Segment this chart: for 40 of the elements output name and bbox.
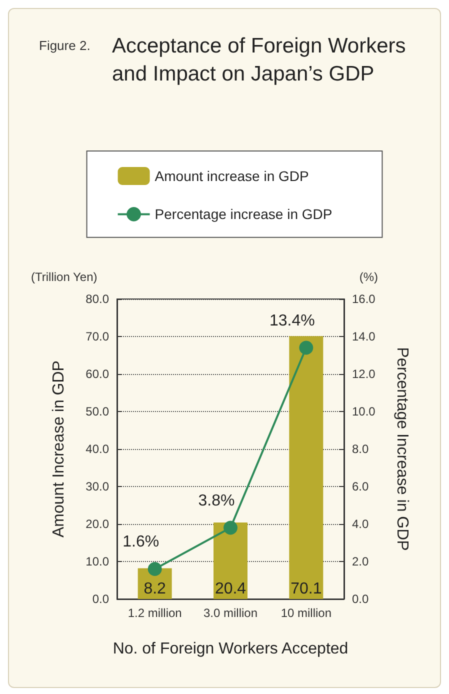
data-label: 20.4 (214, 580, 246, 598)
x-axis-title: No. of Foreign Workers Accepted (112, 640, 348, 658)
x-tick-label: 10 million (280, 606, 332, 620)
data-label: 70.1 (290, 580, 322, 598)
data-label: 8.2 (144, 580, 166, 598)
y2-tick-label: 10.0 (352, 404, 376, 418)
y-tick-label: 80.0 (86, 292, 110, 306)
point (299, 340, 314, 355)
y-tick-label: 50.0 (86, 404, 110, 418)
y-tick-label: 70.0 (86, 330, 110, 344)
legend-label: Percentage increase in GDP (154, 206, 332, 222)
y2-tick-label: 12.0 (352, 367, 376, 381)
x-tick-label: 3.0 million (203, 606, 258, 620)
chart-title: Acceptance of Foreign Workers and Impact on Japan’s GDP (112, 34, 412, 86)
y2-tick-label: 6.0 (352, 480, 370, 494)
data-label: 1.6% (122, 534, 160, 550)
y-tick-label: 10.0 (86, 554, 110, 568)
x-tick-label: 1.2 million (128, 606, 182, 620)
data-label: 3.8% (198, 492, 235, 510)
y-tick-label: 20.0 (86, 517, 110, 531)
y-tick-label: 60.0 (86, 367, 110, 381)
text: (Trillion Yen) (31, 270, 98, 284)
y2-axis-title: Percentage Increase in GDP (394, 347, 410, 551)
data-label: 13.4% (269, 312, 315, 330)
y2-tick-label: 8.0 (352, 442, 370, 456)
y2-tick-label: 2.0 (352, 554, 370, 568)
y2-tick-label: 14.0 (352, 330, 376, 344)
y-tick-label: 40.0 (86, 442, 110, 456)
y-tick-label: 30.0 (86, 480, 110, 494)
y-axis-title: Amount Increase in GDP (50, 360, 68, 538)
y-tick-label: 0.0 (92, 592, 110, 606)
point (224, 520, 238, 535)
legend-label: Amount increase in GDP (154, 168, 309, 184)
bar (289, 336, 324, 599)
text: (%) (359, 270, 378, 284)
y2-tick-label: 0.0 (352, 592, 370, 606)
caption: Figure 2. (39, 38, 90, 53)
y2-tick-label: 4.0 (352, 517, 370, 531)
y2-tick-label: 16.0 (352, 292, 376, 306)
point (148, 562, 162, 576)
